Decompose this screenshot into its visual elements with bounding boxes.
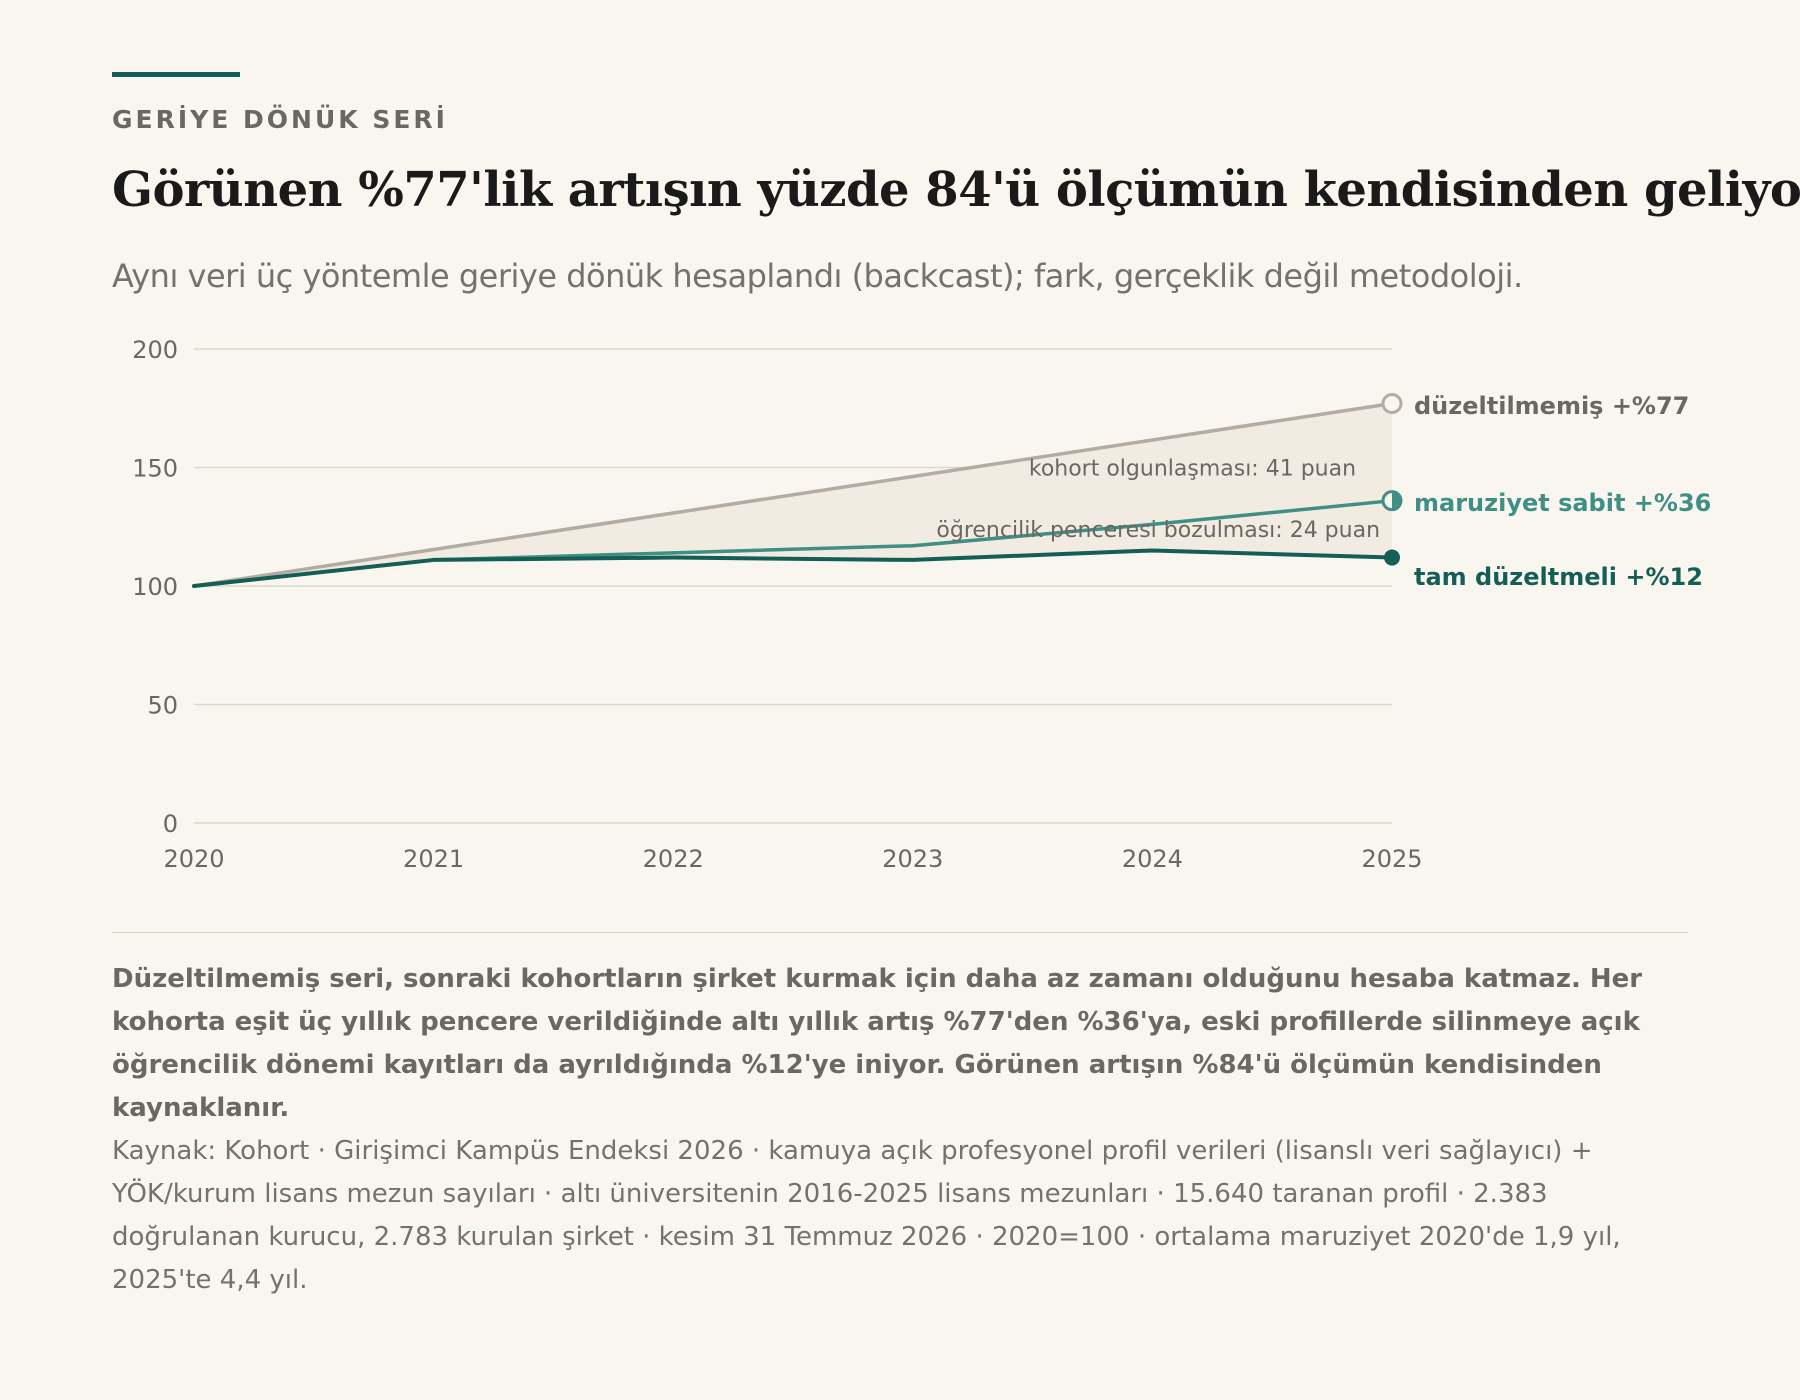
- series-end-label-2: maruziyet sabit +%36: [1414, 489, 1711, 517]
- chart-subtitle: Aynı veri üç yöntemle geriye dönük hesap…: [112, 257, 1523, 295]
- gap-annotation-2: öğrencilik penceresi bozulması: 24 puan: [936, 518, 1380, 543]
- series-line-1: [192, 401, 1394, 588]
- y-tick-label: 50: [147, 692, 178, 720]
- y-tick-label: 0: [163, 810, 178, 838]
- divider: [112, 932, 1688, 933]
- line-chart: 0 50 100 150 200 2020 2021 2022 2023 2024 2025 koho…: [132, 336, 1711, 873]
- x-tick-label: 2021: [403, 845, 464, 873]
- x-tick-label: 2023: [882, 845, 943, 873]
- series-line-3: [192, 548, 1394, 588]
- footnote-summary: Düzeltilmemiş seri, sonraki kohortların …: [112, 964, 1643, 1123]
- source-note: Kaynak: Kohort · Girişimci Kampüs Endeks…: [112, 1136, 1621, 1295]
- y-tick-label: 150: [132, 455, 178, 483]
- x-tick-label: 2024: [1122, 845, 1183, 873]
- chart-title: Görünen %77'lik artışın yüzde 84'ü ölçüm…: [112, 162, 1800, 218]
- x-tick-label: 2020: [163, 845, 224, 873]
- x-tick-label: 2025: [1361, 845, 1422, 873]
- gap-annotation-1: kohort olgunlaşması: 41 puan: [1029, 457, 1356, 482]
- end-marker-half-fill: [1392, 491, 1401, 510]
- end-marker-open: [1381, 393, 1403, 415]
- series-end-label-1: düzeltilmemiş +%77: [1414, 392, 1689, 420]
- y-tick-label: 100: [132, 573, 178, 601]
- accent-rule: [112, 72, 240, 77]
- series-end-label-3: tam düzeltmeli +%12: [1414, 563, 1703, 591]
- eyebrow-label: GERİYE DÖNÜK SERİ: [112, 105, 448, 134]
- x-tick-label: 2022: [643, 845, 704, 873]
- end-marker-filled: [1384, 549, 1400, 566]
- footnote: Düzeltilmemiş seri, sonraki kohortların …: [112, 958, 1688, 1302]
- y-tick-label: 200: [132, 336, 178, 364]
